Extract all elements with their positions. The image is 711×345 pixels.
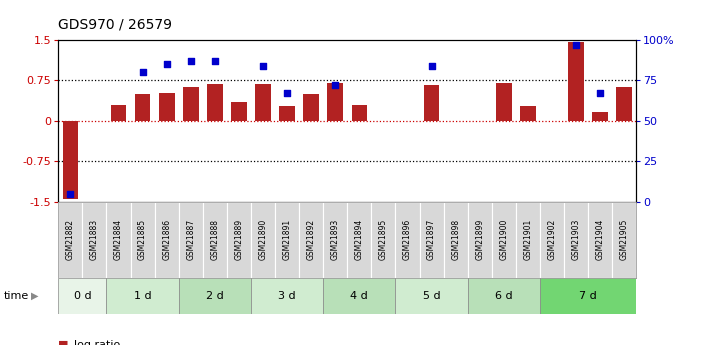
Text: GSM21882: GSM21882 (66, 219, 75, 260)
Bar (612, 202, 636, 278)
Bar (419, 202, 444, 278)
Text: GSM21886: GSM21886 (162, 219, 171, 260)
Text: GSM21896: GSM21896 (403, 219, 412, 260)
Bar (58, 202, 82, 278)
Text: GSM21892: GSM21892 (306, 219, 316, 260)
Text: GSM21901: GSM21901 (523, 219, 533, 260)
Point (594, 90, 606, 96)
Bar (107, 278, 178, 314)
Bar (424, 85, 439, 121)
Text: GSM21885: GSM21885 (138, 219, 147, 260)
Point (257, 63, 269, 68)
Text: GSM21897: GSM21897 (427, 219, 436, 260)
Text: GSM21900: GSM21900 (499, 219, 508, 260)
Text: 6 d: 6 d (495, 291, 513, 301)
Text: 7 d: 7 d (579, 291, 597, 301)
Point (185, 58, 196, 63)
Text: 4 d: 4 d (351, 291, 368, 301)
Bar (592, 112, 608, 121)
Bar (371, 202, 395, 278)
Text: GSM21883: GSM21883 (90, 219, 99, 260)
Bar (468, 202, 492, 278)
Bar (395, 202, 419, 278)
Point (570, 42, 582, 47)
Text: GSM21888: GSM21888 (210, 219, 220, 260)
Bar (347, 202, 371, 278)
Point (137, 69, 149, 75)
Text: GSM21905: GSM21905 (620, 219, 629, 260)
Text: GSM21904: GSM21904 (596, 219, 605, 260)
Bar (107, 202, 131, 278)
Bar (324, 278, 395, 314)
Bar (178, 202, 203, 278)
Text: GSM21893: GSM21893 (331, 219, 340, 260)
Bar (279, 106, 295, 121)
Text: ▶: ▶ (31, 291, 39, 301)
Text: GSM21884: GSM21884 (114, 219, 123, 260)
Bar (468, 278, 540, 314)
Text: GSM21903: GSM21903 (572, 219, 581, 260)
Text: GSM21902: GSM21902 (547, 219, 557, 260)
Bar (203, 202, 227, 278)
Text: GDS970 / 26579: GDS970 / 26579 (58, 17, 172, 31)
Text: GSM21898: GSM21898 (451, 219, 460, 260)
Text: GSM21899: GSM21899 (475, 219, 484, 260)
Text: GSM21890: GSM21890 (259, 219, 267, 260)
Bar (324, 202, 347, 278)
Bar (111, 105, 127, 121)
Bar (540, 278, 636, 314)
Bar (159, 93, 174, 121)
Bar (395, 278, 468, 314)
Bar (183, 87, 198, 121)
Bar (58, 278, 107, 314)
Bar (616, 87, 632, 121)
Bar (540, 202, 564, 278)
Bar (564, 202, 588, 278)
Text: 2 d: 2 d (206, 291, 224, 301)
Text: GSM21891: GSM21891 (282, 219, 292, 260)
Bar (251, 202, 275, 278)
Text: GSM21894: GSM21894 (355, 219, 364, 260)
Bar (207, 84, 223, 121)
Text: 3 d: 3 d (278, 291, 296, 301)
Point (282, 90, 293, 96)
Text: ■: ■ (58, 340, 69, 345)
Point (65, 191, 76, 197)
Bar (154, 202, 178, 278)
Bar (251, 278, 324, 314)
Bar (231, 102, 247, 121)
Bar (63, 121, 78, 199)
Bar (299, 202, 324, 278)
Bar (304, 94, 319, 121)
Bar (131, 202, 154, 278)
Bar (328, 83, 343, 121)
Bar (568, 42, 584, 121)
Bar (351, 105, 367, 121)
Text: GSM21895: GSM21895 (379, 219, 388, 260)
Text: GSM21889: GSM21889 (235, 219, 243, 260)
Point (426, 63, 437, 68)
Bar (275, 202, 299, 278)
Bar (135, 94, 151, 121)
Bar (492, 202, 516, 278)
Text: 0 d: 0 d (73, 291, 91, 301)
Text: 1 d: 1 d (134, 291, 151, 301)
Bar (516, 202, 540, 278)
Point (161, 61, 172, 67)
Point (330, 82, 341, 88)
Bar (588, 202, 612, 278)
Text: 5 d: 5 d (423, 291, 440, 301)
Text: GSM21887: GSM21887 (186, 219, 196, 260)
Text: time: time (4, 291, 29, 301)
Bar (227, 202, 251, 278)
Bar (496, 83, 512, 121)
Bar (82, 202, 107, 278)
Bar (255, 84, 271, 121)
Bar (444, 202, 468, 278)
Bar (178, 278, 251, 314)
Point (209, 58, 220, 63)
Text: log ratio: log ratio (74, 340, 120, 345)
Bar (520, 106, 536, 121)
